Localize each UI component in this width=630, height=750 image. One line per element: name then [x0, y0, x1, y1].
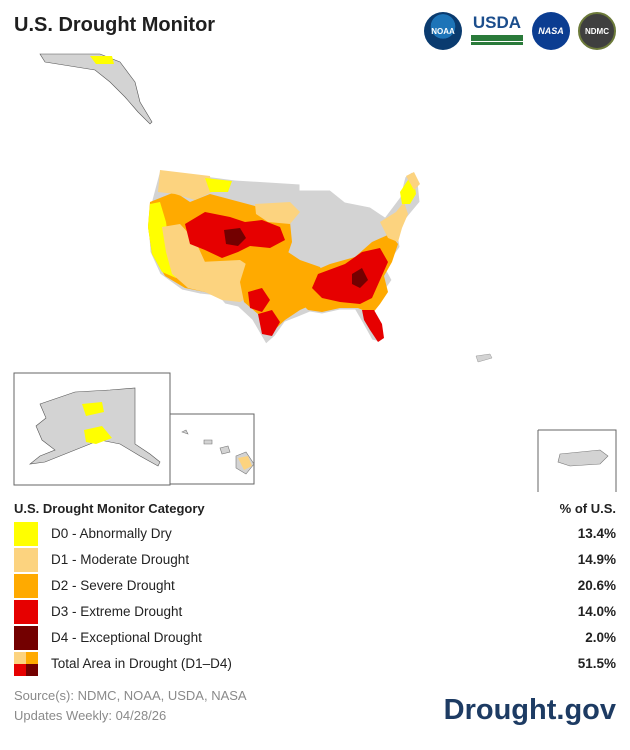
legend-label: D0 - Abnormally Dry — [51, 526, 172, 541]
maine-d1-region — [406, 172, 420, 190]
alaska-d0-region — [82, 402, 104, 416]
total-swatch — [14, 652, 38, 676]
nasa-logo-text: NASA — [538, 26, 564, 36]
legend-pct: 2.0% — [585, 630, 616, 645]
legend-label: D4 - Exceptional Drought — [51, 630, 202, 645]
florida-region — [362, 310, 384, 342]
northern-rockies-d1-region — [158, 170, 212, 200]
hawaii-islands — [181, 429, 255, 475]
midwest-d1-region — [255, 202, 300, 224]
alaska-panhandle-fragment — [39, 53, 153, 125]
ndmc-logo-text: NDMC — [585, 26, 609, 36]
hawaii-inset — [170, 413, 255, 485]
drought-gov-link[interactable]: Drought.gov — [443, 694, 616, 726]
alaska-d0-south-region — [84, 426, 112, 444]
hawaii-d1-region — [238, 456, 252, 470]
legend-header: U.S. Drought Monitor Category % of U.S. — [14, 501, 616, 519]
noaa-logo-text: NOAA — [431, 26, 455, 36]
legend-row-d3: D3 - Extreme Drought 14.0% — [14, 600, 616, 624]
conus-map — [147, 169, 421, 345]
nasa-logo[interactable]: NASA — [532, 12, 570, 50]
legend-row-d4: D4 - Exceptional Drought 2.0% — [14, 626, 616, 650]
ndmc-logo[interactable]: NDMC — [578, 12, 616, 50]
california-d1-region — [162, 224, 215, 292]
legend-pct: 20.6% — [577, 578, 616, 593]
plains-d2-region — [240, 248, 330, 334]
legend-row-total: Total Area in Drought (D1–D4) 51.5% — [14, 652, 616, 676]
partner-logos: NOAA USDA NASA NDMC — [424, 12, 616, 50]
updates-text: Updates Weekly: 04/28/26 — [14, 708, 167, 723]
offshore-island — [475, 353, 493, 363]
legend-label: D2 - Severe Drought — [51, 578, 175, 593]
southeast-d3-region — [312, 248, 388, 304]
page-title: U.S. Drought Monitor — [14, 14, 216, 36]
legend-row-d2: D2 - Severe Drought 20.6% — [14, 574, 616, 598]
legend-label: D1 - Moderate Drought — [51, 552, 190, 567]
noaa-logo[interactable]: NOAA — [424, 12, 462, 50]
legend-label: D3 - Extreme Drought — [51, 604, 183, 619]
source-info: Source(s): NDMC, NOAA, USDA, NASA Update… — [14, 686, 247, 726]
source-text: Source(s): NDMC, NOAA, USDA, NASA — [14, 688, 247, 703]
d2-swatch — [14, 574, 38, 598]
texas-coast-d3-region — [258, 310, 280, 336]
colorado-d4-region — [224, 228, 246, 246]
d1-swatch — [14, 548, 38, 572]
legend-row-d0: D0 - Abnormally Dry 13.4% — [14, 522, 616, 546]
usda-logo[interactable]: USDA — [470, 13, 524, 49]
atlantic-d1-region — [380, 202, 408, 242]
d3-swatch — [14, 600, 38, 624]
legend-title: U.S. Drought Monitor Category — [14, 501, 205, 516]
legend-label: Total Area in Drought (D1–D4) — [51, 656, 232, 671]
legend-pct: 13.4% — [577, 526, 616, 541]
texas-d3-region — [248, 288, 270, 312]
montana-d0-region — [205, 178, 232, 192]
d4-swatch — [14, 626, 38, 650]
legend-pct: 14.9% — [577, 552, 616, 567]
legend-pct: 14.0% — [577, 604, 616, 619]
southeast-d4-region — [352, 268, 368, 288]
legend-pct: 51.5% — [577, 656, 616, 671]
legend-row-d1: D1 - Moderate Drought 14.9% — [14, 548, 616, 572]
drought-map-svg — [13, 53, 617, 492]
d0-swatch — [14, 522, 38, 546]
alaska-inset — [13, 372, 171, 486]
usda-logo-text: USDA — [472, 13, 522, 32]
puerto-rico-shape — [557, 449, 609, 467]
legend-pct-header: % of U.S. — [559, 501, 616, 516]
drought-map[interactable] — [0, 52, 630, 492]
puerto-rico-inset — [537, 429, 617, 492]
